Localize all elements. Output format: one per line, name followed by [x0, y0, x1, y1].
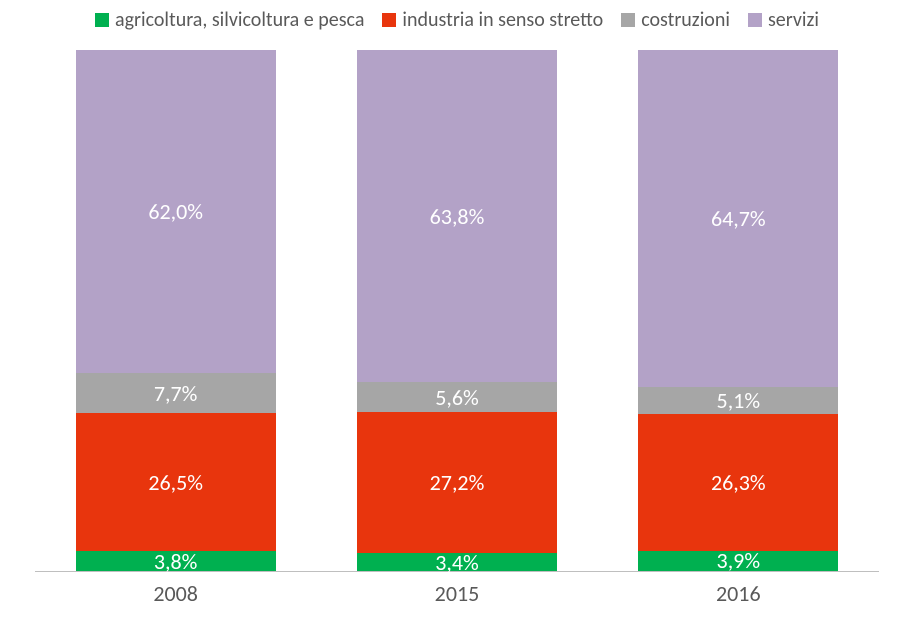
- data-label: 26,3%: [711, 469, 766, 496]
- data-label: 27,2%: [430, 469, 485, 496]
- data-label: 62,0%: [148, 198, 203, 225]
- bar-segment: 7,7%: [76, 373, 276, 413]
- legend-item: agricoltura, silvicoltura e pesca: [95, 8, 364, 32]
- legend-item: costruzioni: [621, 8, 730, 32]
- stacked-bar-chart: agricoltura, silvicoltura e pesca indust…: [0, 0, 914, 624]
- legend-swatch: [382, 13, 396, 27]
- bar-2016: 3,9% 26,3% 5,1% 64,7%: [638, 50, 838, 571]
- legend-swatch: [621, 13, 635, 27]
- bar-segment: 3,4%: [357, 553, 557, 571]
- legend-label: servizi: [768, 8, 819, 32]
- data-label: 3,9%: [717, 547, 761, 574]
- bar-segment: 63,8%: [357, 50, 557, 382]
- bar-segment: 3,8%: [76, 551, 276, 571]
- legend-label: costruzioni: [641, 8, 730, 32]
- plot-area: 3,8% 26,5% 7,7% 62,0% 3,4% 27,2% 5,6% 63,8% 3,…: [35, 50, 879, 572]
- bar-segment: 3,9%: [638, 551, 838, 571]
- data-label: 26,5%: [148, 469, 203, 496]
- bar-segment: 64,7%: [638, 50, 838, 387]
- x-tick-label: 2016: [638, 572, 838, 607]
- x-axis: 2008 2015 2016: [35, 572, 879, 624]
- bar-segment: 5,1%: [638, 387, 838, 414]
- legend-swatch: [95, 13, 109, 27]
- bar-segment: 26,5%: [76, 413, 276, 551]
- data-label: 5,6%: [435, 384, 479, 411]
- data-label: 64,7%: [711, 205, 766, 232]
- x-tick-label: 2015: [357, 572, 557, 607]
- data-label: 5,1%: [717, 387, 761, 414]
- legend-swatch: [748, 13, 762, 27]
- legend-item: industria in senso stretto: [382, 8, 603, 32]
- bar-segment: 62,0%: [76, 50, 276, 373]
- bar-segment: 26,3%: [638, 414, 838, 551]
- bar-segment: 27,2%: [357, 412, 557, 554]
- data-label: 7,7%: [154, 380, 198, 407]
- legend-label: agricoltura, silvicoltura e pesca: [115, 8, 364, 32]
- legend-item: servizi: [748, 8, 819, 32]
- legend: agricoltura, silvicoltura e pesca indust…: [0, 8, 914, 32]
- bar-2008: 3,8% 26,5% 7,7% 62,0%: [76, 50, 276, 571]
- bar-2015: 3,4% 27,2% 5,6% 63,8%: [357, 50, 557, 571]
- legend-label: industria in senso stretto: [402, 8, 603, 32]
- bar-segment: 5,6%: [357, 382, 557, 411]
- x-tick-label: 2008: [76, 572, 276, 607]
- data-label: 63,8%: [430, 203, 485, 230]
- data-label: 3,8%: [154, 548, 198, 575]
